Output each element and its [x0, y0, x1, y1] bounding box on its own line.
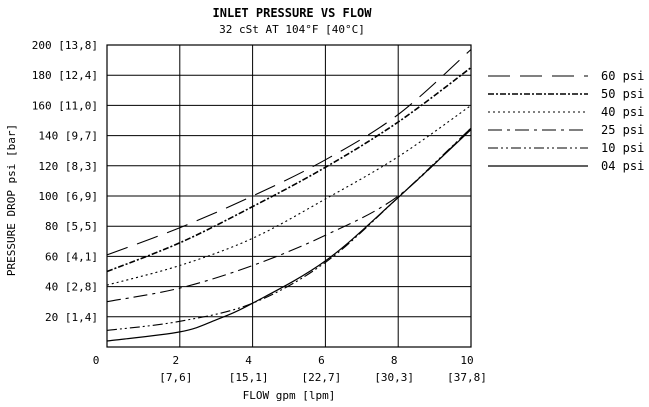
- x-tick-sublabel: [7,6]: [159, 371, 192, 384]
- x-tick-sublabel: [30,3]: [374, 371, 414, 384]
- chart-title: INLET PRESSURE VS FLOW: [213, 6, 373, 20]
- y-tick-label: 160 [11,0]: [32, 99, 98, 112]
- chart-subtitle: 32 cSt AT 104°F [40°C]: [219, 23, 365, 36]
- y-tick-label: 120 [8,3]: [38, 160, 98, 173]
- series-line-04-psi: [106, 129, 472, 342]
- y-tick-label: 180 [12,4]: [32, 69, 98, 82]
- y-tick-label: 80 [5,5]: [45, 220, 98, 233]
- x-tick-sublabel: [37,8]: [447, 371, 487, 384]
- y-tick-label: 140 [9,7]: [38, 130, 98, 143]
- y-tick-label: 100 [6,9]: [38, 190, 98, 203]
- y-tick-label: 40 [2,8]: [45, 281, 98, 294]
- series-line-60-psi: [106, 49, 472, 256]
- y-tick-label: 60 [4,1]: [45, 250, 98, 263]
- x-tick-label: 2: [172, 354, 179, 367]
- x-tick-label: 0: [93, 354, 100, 367]
- x-tick-sublabel: [22,7]: [302, 371, 342, 384]
- legend-label: 50 psi: [601, 87, 644, 101]
- series-line-50-psi: [106, 66, 472, 273]
- legend: 60 psi 50 psi 40 psi 25 psi 10 psi 04 psi: [488, 69, 644, 173]
- x-tick-sublabel: [15,1]: [229, 371, 269, 384]
- series-line-40-psi: [106, 104, 472, 286]
- x-tick-label: 8: [391, 354, 398, 367]
- legend-label: 10 psi: [601, 141, 644, 155]
- plot-frame: [106, 44, 472, 348]
- y-axis-label: PRESSURE DROP psi [bar]: [5, 124, 18, 276]
- series-line-25-psi: [106, 127, 472, 303]
- x-tick-labels: 0 2 [7,6] 4 [15,1] 6 [22,7] 8 [30,3] 10 [37,8]: [93, 354, 487, 384]
- legend-label: 25 psi: [601, 123, 644, 137]
- x-tick-label: 10: [460, 354, 473, 367]
- x-axis-label: FLOW gpm [lpm]: [243, 389, 336, 402]
- legend-label: 40 psi: [601, 105, 644, 119]
- legend-label: 04 psi: [601, 159, 644, 173]
- y-tick-label: 20 [1,4]: [45, 311, 98, 324]
- legend-label: 60 psi: [601, 69, 644, 83]
- y-tick-labels: 20 [1,4] 40 [2,8] 60 [4,1] 80 [5,5] 100 [6,9…: [32, 39, 98, 324]
- series-line-10-psi: [106, 127, 472, 331]
- plot-grid: [107, 45, 471, 347]
- series-lines: [106, 49, 472, 342]
- y-tick-label: 200 [13,8]: [32, 39, 98, 52]
- x-tick-label: 6: [318, 354, 325, 367]
- x-tick-label: 4: [245, 354, 252, 367]
